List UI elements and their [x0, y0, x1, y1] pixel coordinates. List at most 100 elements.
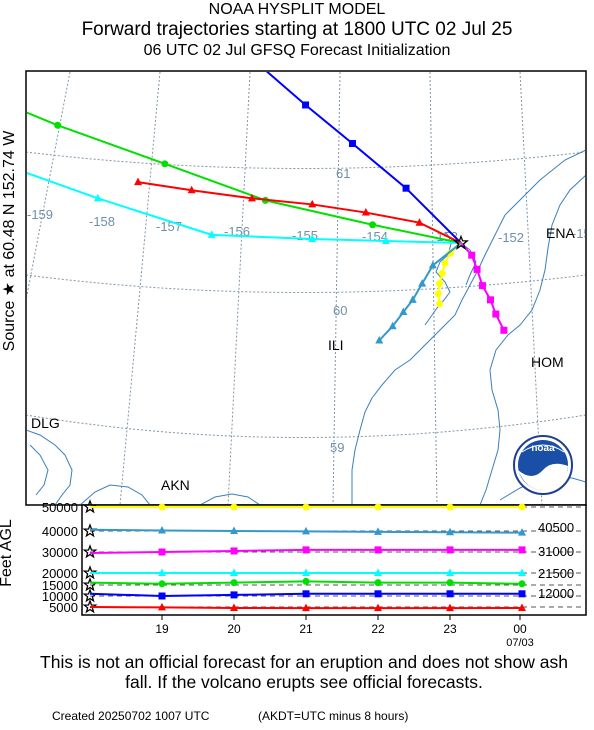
map-panel-frame	[25, 70, 587, 506]
timezone-note: (AKDT=UTC minus 8 hours)	[258, 709, 409, 723]
altitude-marker	[230, 579, 238, 587]
trajectory-marker	[408, 295, 417, 303]
coastline	[27, 149, 585, 504]
trajectory-marker	[399, 307, 408, 316]
altitude-marker	[374, 503, 382, 511]
trajectory-marker	[415, 218, 424, 226]
start-height-label: 21500	[538, 566, 574, 581]
altitude-marker	[446, 603, 454, 612]
trajectory-marker	[381, 236, 390, 244]
source-star-icon	[453, 234, 469, 250]
altitude-marker	[158, 548, 166, 556]
model-title: NOAA HYSPLIT MODEL	[208, 1, 386, 18]
start-star-icon	[82, 499, 98, 514]
place-label: HOM	[531, 354, 564, 370]
altitude-tick-label: 10000	[42, 589, 78, 604]
trajectory-marker	[161, 160, 169, 168]
altitude-marker	[302, 577, 310, 585]
time-tick-label: 23	[443, 622, 457, 636]
altitude-marker	[518, 503, 526, 511]
start-star-icon	[82, 599, 98, 614]
trajectory-marker	[302, 101, 310, 109]
altitude-marker	[302, 503, 310, 511]
trajectory-marker	[436, 280, 444, 288]
altitude-marker	[302, 526, 310, 535]
altitude-marker	[518, 568, 526, 576]
trajectory-marker	[478, 282, 486, 290]
trajectory-marker	[369, 221, 377, 229]
altitude-marker	[518, 528, 526, 536]
altitude-tick-label: 40000	[42, 524, 78, 539]
disclaimer-text: This is not an official forecast for an …	[40, 652, 568, 692]
trajectory-title: Forward trajectories starting at 1800 UT…	[81, 19, 513, 40]
altitude-marker	[446, 527, 454, 536]
altitude-marker	[158, 503, 166, 511]
lon-label: -159	[27, 207, 53, 222]
altitude-marker	[158, 526, 166, 534]
map-graticule	[27, 72, 585, 504]
trajectory-marker	[308, 234, 317, 242]
altitude-marker	[446, 590, 454, 598]
trajectory-marker	[436, 300, 444, 308]
trajectory-marker	[348, 140, 356, 148]
lon-label: -151	[572, 226, 594, 241]
trajectory-marker	[500, 326, 508, 334]
trajectory-marker	[255, 61, 262, 68]
altitude-tick-label: 30000	[42, 545, 78, 560]
lat-label: 59	[330, 440, 344, 455]
trajectory-marker	[388, 321, 397, 330]
start-height-label: 12000	[538, 586, 574, 601]
trajectory-marker	[486, 296, 494, 304]
altitude-tick-label: 15000	[42, 578, 78, 593]
altitude-marker	[302, 568, 310, 576]
trajectory-marker	[446, 249, 454, 257]
trajectory-marker	[308, 199, 317, 208]
start-star-icon	[82, 565, 98, 580]
forecast-subtitle: 06 UTC 02 Jul GFSQ Forecast Initializati…	[143, 42, 451, 59]
altitude-marker	[518, 603, 526, 611]
altitude-marker	[446, 503, 454, 511]
time-tick-label: 21	[299, 622, 313, 636]
trajectory-marker	[434, 290, 442, 298]
trajectory-marker	[473, 265, 481, 273]
place-label: ILI	[328, 337, 344, 353]
altitude-marker	[446, 579, 454, 587]
trajectory-marker	[247, 193, 256, 202]
place-label: DLG	[31, 415, 60, 431]
noaa-logo: noaa	[513, 435, 573, 495]
altitude-marker	[374, 527, 382, 535]
lat-label: 60	[333, 303, 347, 318]
altitude-marker	[158, 580, 166, 588]
start-star-icon	[82, 544, 98, 559]
time-tick-label: 22	[371, 622, 385, 636]
altitude-marker	[230, 526, 238, 534]
created-timestamp: Created 20250702 1007 UTC	[52, 709, 210, 723]
trajectory-marker	[418, 279, 427, 287]
trajectory-marker	[134, 177, 143, 186]
altitude-marker	[518, 590, 526, 598]
time-tick-label: 00	[513, 622, 527, 636]
altitude-marker	[230, 547, 238, 555]
trajectory-marker	[375, 335, 384, 344]
altitude-marker	[230, 603, 238, 611]
altitude-marker	[374, 568, 382, 576]
altitude-marker	[302, 603, 310, 612]
altitude-marker	[374, 546, 382, 554]
altitude-tick-label: 5000	[49, 600, 78, 615]
trajectory-marker	[195, 18, 202, 25]
trajectory-marker	[492, 310, 500, 318]
start-height-label: 40500	[538, 520, 574, 535]
time-tick-label: 19	[155, 622, 169, 636]
lon-label: -152	[498, 230, 524, 245]
lat-label: 61	[336, 166, 350, 181]
trajectory-marker	[361, 208, 370, 216]
altitude-marker	[230, 568, 238, 576]
altitude-marker	[374, 590, 382, 598]
trajectory-marker	[428, 260, 437, 269]
altitude-marker	[158, 568, 166, 576]
altitude-tick-label: 50000	[42, 500, 78, 515]
noaa-logo-text: noaa	[531, 443, 555, 454]
time-tick-label: 20	[227, 622, 241, 636]
trajectory-marker	[441, 259, 449, 267]
